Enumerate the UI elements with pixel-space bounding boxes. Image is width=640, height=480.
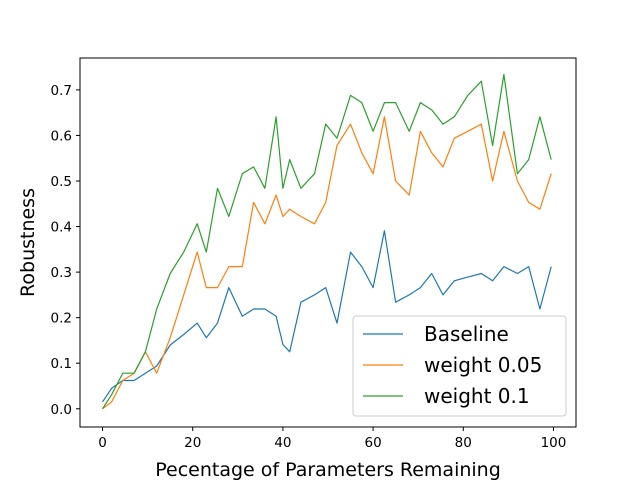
y-tick-label: 0.6: [51, 128, 72, 144]
y-tick-label: 0.5: [51, 174, 72, 190]
x-tick-label: 100: [541, 435, 567, 451]
y-tick-label: 0.0: [51, 402, 72, 418]
y-axis: 0.0 0.1 0.2 0.3 0.4 0.5 0.6 0.7: [51, 83, 80, 418]
series-layer: [101, 73, 552, 410]
y-tick-label: 0.4: [51, 220, 72, 236]
y-tick-label: 0.1: [51, 356, 72, 372]
series-line-weight-0-05: [102, 116, 552, 410]
x-tick-label: 80: [455, 435, 472, 451]
x-tick-label: 40: [274, 435, 291, 451]
y-tick-label: 0.2: [51, 311, 72, 327]
x-tick-label: 0: [98, 435, 107, 451]
legend: Baseline weight 0.05 weight 0.1: [352, 315, 567, 417]
y-tick-label: 0.3: [51, 265, 72, 281]
y-tick-label: 0.7: [51, 83, 72, 99]
legend-label: weight 0.1: [424, 384, 530, 408]
axes-frame: [79, 57, 577, 428]
series-line-weight-0-1: [101, 73, 552, 410]
series-line-baseline: [102, 230, 552, 403]
y-axis-label: Robustness: [17, 188, 39, 297]
x-tick-label: 20: [184, 435, 201, 451]
legend-label: Baseline: [424, 322, 509, 346]
legend-box: [352, 315, 567, 417]
x-axis-label: Pecentage of Parameters Remaining: [155, 459, 501, 480]
x-axis: 0 20 40 60 80 100: [98, 427, 566, 451]
x-tick-label: 60: [364, 435, 381, 451]
legend-label: weight 0.05: [424, 353, 542, 377]
